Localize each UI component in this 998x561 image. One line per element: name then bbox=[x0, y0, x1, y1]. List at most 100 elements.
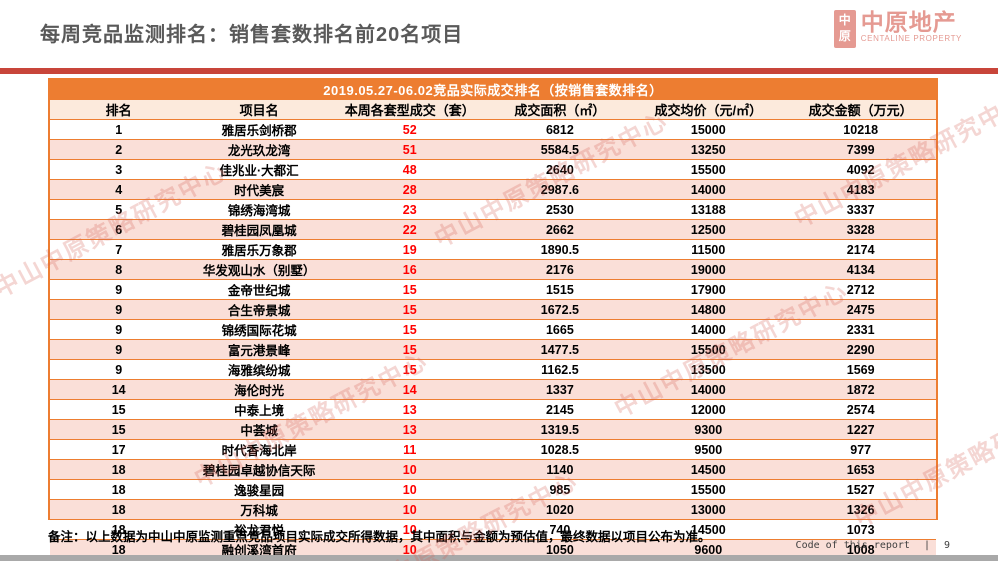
area-cell: 1162.5 bbox=[541, 362, 579, 377]
project-name-cell: 万科城 bbox=[240, 504, 278, 518]
price-cell: 13250 bbox=[690, 142, 726, 157]
price-cell: 15500 bbox=[690, 482, 726, 497]
area-cell: 5584.5 bbox=[540, 142, 579, 157]
rank-cell: 18 bbox=[111, 522, 126, 537]
amount-cell: 2712 bbox=[846, 282, 875, 297]
header-divider-line bbox=[0, 68, 998, 74]
project-name-cell: 海伦时光 bbox=[234, 384, 285, 398]
area-cell: 1020 bbox=[545, 502, 574, 517]
area-cell: 1672.5 bbox=[540, 302, 579, 317]
units-cell: 15 bbox=[402, 322, 417, 337]
amount-cell: 1227 bbox=[846, 422, 875, 437]
units-cell: 13 bbox=[402, 422, 417, 437]
units-cell: 13 bbox=[402, 402, 417, 417]
area-cell: 1050 bbox=[545, 542, 574, 557]
col-header-rank: 排名 bbox=[105, 103, 132, 118]
price-cell: 14500 bbox=[690, 522, 726, 537]
table-row: 15 中泰上境 13 2145 12000 2574 bbox=[50, 399, 936, 419]
amount-cell: 2331 bbox=[846, 322, 875, 337]
price-cell: 12500 bbox=[690, 222, 726, 237]
area-cell: 1477.5 bbox=[540, 342, 579, 357]
units-cell: 10 bbox=[402, 542, 417, 557]
rank-cell: 9 bbox=[115, 362, 123, 377]
amount-cell: 1872 bbox=[846, 382, 875, 397]
units-cell: 48 bbox=[402, 162, 417, 177]
units-cell: 15 bbox=[402, 342, 417, 357]
amount-cell: 1653 bbox=[846, 462, 875, 477]
project-name-cell: 佳兆业·大都汇 bbox=[219, 164, 299, 178]
table-row: 1 雅居乐剑桥郡 52 6812 15000 10218 bbox=[50, 119, 936, 139]
table-row: 18 万科城 10 1020 13000 1326 bbox=[50, 499, 936, 519]
units-cell: 16 bbox=[402, 262, 417, 277]
project-name-cell: 中泰上境 bbox=[234, 404, 285, 418]
rank-cell: 18 bbox=[111, 542, 126, 557]
rank-cell: 5 bbox=[115, 202, 123, 217]
table-row: 18 碧桂园卓越协信天际 10 1140 14500 1653 bbox=[50, 459, 936, 479]
project-name-cell: 中荟城 bbox=[240, 424, 278, 438]
table-row: 2 龙光玖龙湾 51 5584.5 13250 7399 bbox=[50, 139, 936, 159]
area-cell: 1890.5 bbox=[540, 242, 579, 257]
table-header-row: 排名 项目名 本周各套型成交（套） 成交面积（㎡） 成交均价（元/㎡） 成交金额… bbox=[50, 99, 936, 119]
project-name-cell: 时代香海北岸 bbox=[221, 444, 297, 458]
amount-cell: 2475 bbox=[846, 302, 875, 317]
price-cell: 14000 bbox=[690, 182, 726, 197]
area-cell: 2640 bbox=[545, 162, 574, 177]
logo-name-cn: 中原地产 bbox=[860, 9, 957, 35]
price-cell: 17900 bbox=[690, 282, 726, 297]
units-cell: 11 bbox=[403, 442, 417, 457]
table-row: 18 逸骏星园 10 985 15500 1527 bbox=[50, 479, 936, 499]
price-cell: 14000 bbox=[690, 382, 726, 397]
amount-cell: 7399 bbox=[846, 142, 875, 157]
amount-cell: 2290 bbox=[846, 342, 875, 357]
amount-cell: 4092 bbox=[846, 162, 875, 177]
area-cell: 2145 bbox=[545, 402, 574, 417]
units-cell: 22 bbox=[402, 222, 417, 237]
table-row: 9 海雅缤纷城 15 1162.5 13500 1569 bbox=[50, 359, 936, 379]
price-cell: 12000 bbox=[690, 402, 726, 417]
units-cell: 10 bbox=[402, 522, 417, 537]
rank-cell: 15 bbox=[111, 402, 126, 417]
ranking-table: 2019.05.27-06.02竞品实际成交排名（按销售套数排名） 排名 项目名… bbox=[48, 78, 938, 559]
project-name-cell: 逸骏星园 bbox=[234, 484, 285, 498]
project-name-cell: 雅居乐万象郡 bbox=[221, 244, 297, 258]
rank-cell: 9 bbox=[115, 342, 123, 357]
amount-cell: 1527 bbox=[846, 482, 875, 497]
area-cell: 6812 bbox=[545, 122, 574, 137]
amount-cell: 1008 bbox=[846, 542, 875, 557]
table-row: 14 海伦时光 14 1337 14000 1872 bbox=[50, 379, 936, 399]
col-header-price: 成交均价（元/㎡） bbox=[654, 103, 763, 118]
project-name-cell: 华发观山水（别墅） bbox=[202, 264, 316, 278]
amount-cell: 10218 bbox=[843, 122, 879, 137]
units-cell: 23 bbox=[402, 202, 417, 217]
units-cell: 28 bbox=[402, 182, 417, 197]
project-name-cell: 雅居乐剑桥郡 bbox=[221, 124, 297, 138]
area-cell: 1028.5 bbox=[540, 442, 579, 457]
table-row: 9 合生帝景城 15 1672.5 14800 2475 bbox=[50, 299, 936, 319]
rank-cell: 1 bbox=[115, 122, 123, 137]
units-cell: 19 bbox=[402, 242, 417, 257]
project-name-cell: 时代美宸 bbox=[234, 184, 285, 198]
amount-cell: 4134 bbox=[846, 262, 875, 277]
price-cell: 9300 bbox=[694, 422, 723, 437]
project-name-cell: 富元港景峰 bbox=[227, 344, 291, 358]
units-cell: 14 bbox=[402, 382, 417, 397]
table-row: 9 锦绣国际花城 15 1665 14000 2331 bbox=[50, 319, 936, 339]
table-row: 17 时代香海北岸 11 1028.5 9500 977 bbox=[50, 439, 936, 459]
units-cell: 15 bbox=[402, 362, 417, 377]
amount-cell: 3328 bbox=[846, 222, 875, 237]
rank-cell: 7 bbox=[115, 242, 123, 257]
rank-cell: 14 bbox=[111, 382, 126, 397]
price-cell: 13500 bbox=[690, 362, 726, 377]
area-cell: 1515 bbox=[545, 282, 574, 297]
units-cell: 10 bbox=[402, 502, 417, 517]
table-row: 4 时代美宸 28 2987.6 14000 4183 bbox=[50, 179, 936, 199]
report-code-divider: | bbox=[923, 540, 930, 551]
price-cell: 13188 bbox=[690, 202, 726, 217]
bottom-gray-bar bbox=[0, 555, 998, 561]
rank-cell: 8 bbox=[115, 262, 123, 277]
units-cell: 52 bbox=[402, 122, 417, 137]
amount-cell: 977 bbox=[850, 442, 872, 457]
project-name-cell: 锦绣海湾城 bbox=[227, 204, 291, 218]
project-name-cell: 碧桂园卓越协信天际 bbox=[202, 464, 316, 478]
price-cell: 19000 bbox=[690, 262, 726, 277]
